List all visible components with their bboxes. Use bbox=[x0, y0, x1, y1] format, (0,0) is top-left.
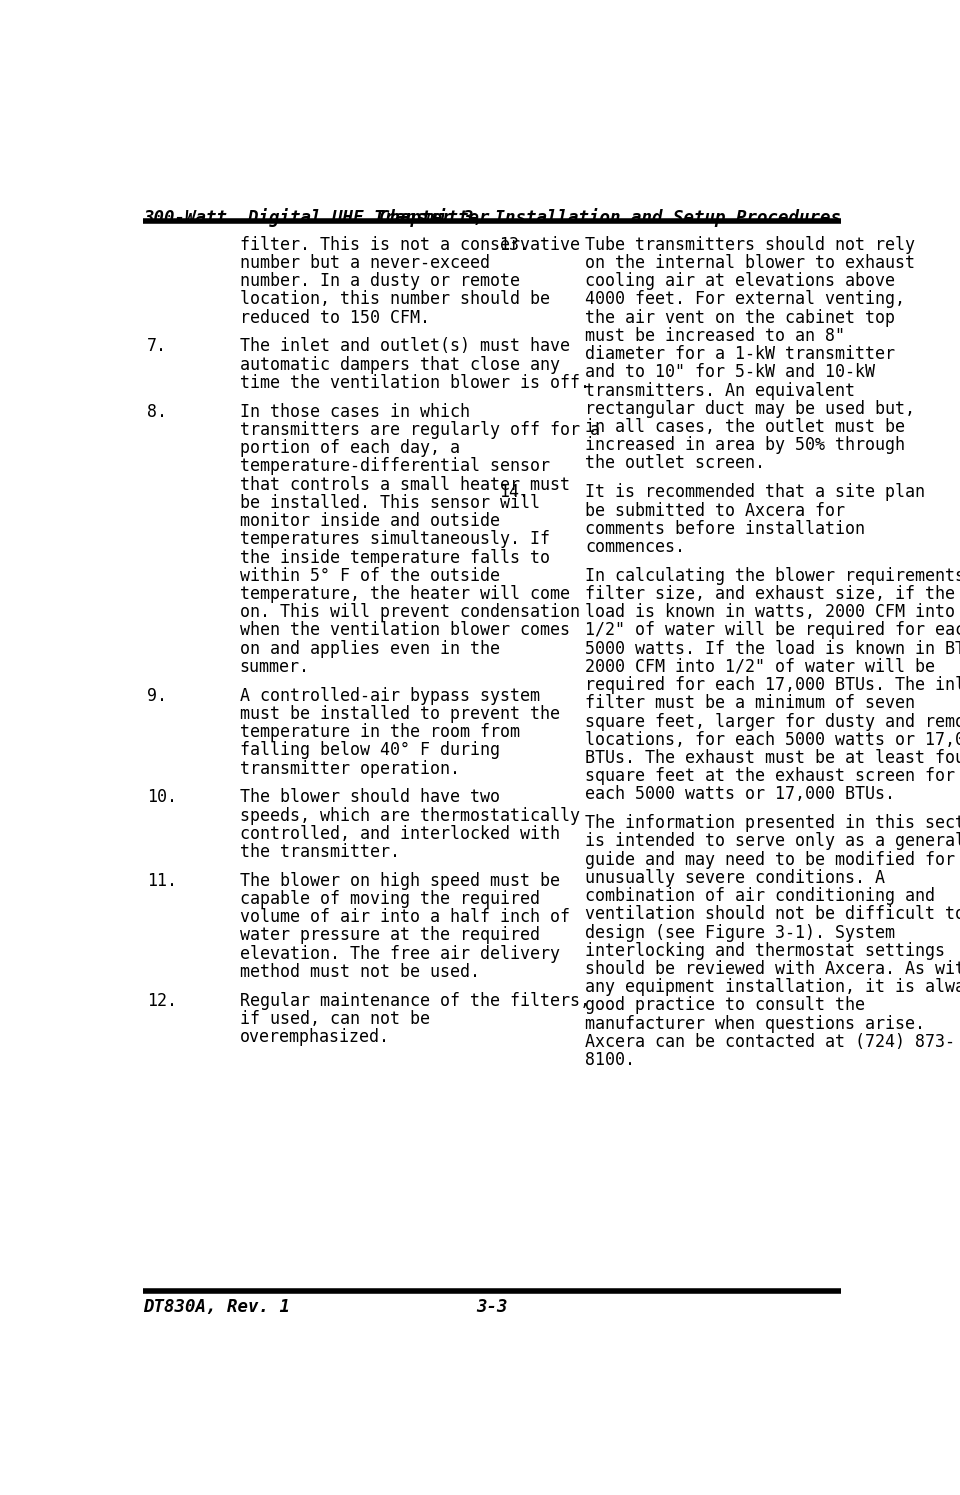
Text: on. This will prevent condensation: on. This will prevent condensation bbox=[240, 602, 580, 622]
Text: volume of air into a half inch of: volume of air into a half inch of bbox=[240, 909, 570, 927]
Text: controlled, and interlocked with: controlled, and interlocked with bbox=[240, 825, 560, 843]
Text: A controlled-air bypass system: A controlled-air bypass system bbox=[240, 686, 540, 704]
Text: filter size, and exhaust size, if the total: filter size, and exhaust size, if the to… bbox=[585, 585, 960, 602]
Text: 8.: 8. bbox=[147, 402, 167, 420]
Text: required for each 17,000 BTUs. The inlet: required for each 17,000 BTUs. The inlet bbox=[585, 676, 960, 694]
Text: DT830A, Rev. 1: DT830A, Rev. 1 bbox=[143, 1298, 290, 1316]
Text: summer.: summer. bbox=[240, 658, 310, 676]
Text: 4000 feet. For external venting,: 4000 feet. For external venting, bbox=[585, 290, 905, 308]
Text: good practice to consult the: good practice to consult the bbox=[585, 997, 865, 1015]
Text: capable of moving the required: capable of moving the required bbox=[240, 890, 540, 907]
Text: if used, can not be: if used, can not be bbox=[240, 1011, 430, 1029]
Text: transmitters. An equivalent: transmitters. An equivalent bbox=[585, 381, 855, 399]
Text: number. In a dusty or remote: number. In a dusty or remote bbox=[240, 272, 519, 290]
Text: 7.: 7. bbox=[147, 338, 167, 356]
Text: commences.: commences. bbox=[585, 538, 685, 556]
Text: and to 10" for 5-kW and 10-kW: and to 10" for 5-kW and 10-kW bbox=[585, 363, 875, 381]
Text: 3-3: 3-3 bbox=[476, 1298, 508, 1316]
Text: water pressure at the required: water pressure at the required bbox=[240, 927, 540, 945]
Text: portion of each day, a: portion of each day, a bbox=[240, 440, 460, 457]
Text: on the internal blower to exhaust: on the internal blower to exhaust bbox=[585, 254, 915, 272]
Text: is intended to serve only as a general: is intended to serve only as a general bbox=[585, 833, 960, 851]
Text: The information presented in this section: The information presented in this sectio… bbox=[585, 815, 960, 833]
Text: manufacturer when questions arise.: manufacturer when questions arise. bbox=[585, 1015, 925, 1033]
Text: monitor inside and outside: monitor inside and outside bbox=[240, 513, 500, 531]
Text: square feet, larger for dusty and remote: square feet, larger for dusty and remote bbox=[585, 713, 960, 731]
Text: ventilation should not be difficult to: ventilation should not be difficult to bbox=[585, 906, 960, 924]
Text: reduced to 150 CFM.: reduced to 150 CFM. bbox=[240, 308, 430, 327]
Text: guide and may need to be modified for: guide and may need to be modified for bbox=[585, 851, 955, 869]
Text: be submitted to Axcera for: be submitted to Axcera for bbox=[585, 501, 845, 519]
Text: number but a never-exceed: number but a never-exceed bbox=[240, 254, 490, 272]
Text: increased in area by 50% through: increased in area by 50% through bbox=[585, 437, 905, 454]
Text: 9.: 9. bbox=[147, 686, 167, 704]
Text: 1/2" of water will be required for each: 1/2" of water will be required for each bbox=[585, 622, 960, 640]
Text: cooling air at elevations above: cooling air at elevations above bbox=[585, 272, 895, 290]
Text: the transmitter.: the transmitter. bbox=[240, 843, 399, 861]
Text: rectangular duct may be used but,: rectangular duct may be used but, bbox=[585, 399, 915, 417]
Text: locations, for each 5000 watts or 17,000: locations, for each 5000 watts or 17,000 bbox=[585, 731, 960, 749]
Text: each 5000 watts or 17,000 BTUs.: each 5000 watts or 17,000 BTUs. bbox=[585, 785, 895, 803]
Text: Axcera can be contacted at (724) 873-: Axcera can be contacted at (724) 873- bbox=[585, 1033, 955, 1051]
Text: must be increased to an 8": must be increased to an 8" bbox=[585, 327, 845, 345]
Text: the inside temperature falls to: the inside temperature falls to bbox=[240, 549, 550, 567]
Text: transmitter operation.: transmitter operation. bbox=[240, 759, 460, 777]
Text: must be installed to prevent the: must be installed to prevent the bbox=[240, 704, 560, 724]
Text: The blower on high speed must be: The blower on high speed must be bbox=[240, 872, 560, 890]
Text: automatic dampers that close any: automatic dampers that close any bbox=[240, 356, 560, 374]
Text: on and applies even in the: on and applies even in the bbox=[240, 640, 500, 658]
Text: diameter for a 1-kW transmitter: diameter for a 1-kW transmitter bbox=[585, 345, 895, 363]
Text: filter must be a minimum of seven: filter must be a minimum of seven bbox=[585, 694, 915, 712]
Text: comments before installation: comments before installation bbox=[585, 520, 865, 538]
Text: be installed. This sensor will: be installed. This sensor will bbox=[240, 493, 540, 511]
Text: within 5° F of the outside: within 5° F of the outside bbox=[240, 567, 500, 585]
Text: The blower should have two: The blower should have two bbox=[240, 788, 500, 806]
Text: any equipment installation, it is always: any equipment installation, it is always bbox=[585, 978, 960, 996]
Text: that controls a small heater must: that controls a small heater must bbox=[240, 475, 570, 493]
Text: 14.: 14. bbox=[499, 483, 530, 501]
Text: when the ventilation blower comes: when the ventilation blower comes bbox=[240, 622, 570, 640]
Text: speeds, which are thermostatically: speeds, which are thermostatically bbox=[240, 807, 580, 825]
Text: filter. This is not a conservative: filter. This is not a conservative bbox=[240, 236, 580, 254]
Text: Tube transmitters should not rely: Tube transmitters should not rely bbox=[585, 236, 915, 254]
Text: temperatures simultaneously. If: temperatures simultaneously. If bbox=[240, 531, 550, 549]
Text: load is known in watts, 2000 CFM into: load is known in watts, 2000 CFM into bbox=[585, 602, 955, 622]
Text: Regular maintenance of the filters,: Regular maintenance of the filters, bbox=[240, 991, 589, 1009]
Text: Chapter 3, Installation and Setup Procedures: Chapter 3, Installation and Setup Proced… bbox=[379, 208, 841, 227]
Text: 12.: 12. bbox=[147, 991, 177, 1009]
Text: 8100.: 8100. bbox=[585, 1051, 635, 1069]
Text: time the ventilation blower is off.: time the ventilation blower is off. bbox=[240, 374, 589, 392]
Text: 11.: 11. bbox=[147, 872, 177, 890]
Text: unusually severe conditions. A: unusually severe conditions. A bbox=[585, 869, 885, 887]
Text: interlocking and thermostat settings: interlocking and thermostat settings bbox=[585, 942, 945, 960]
Text: 300-Watt  Digital UHF Transmitter: 300-Watt Digital UHF Transmitter bbox=[143, 208, 490, 227]
Text: 5000 watts. If the load is known in BTUs,: 5000 watts. If the load is known in BTUs… bbox=[585, 640, 960, 658]
Text: design (see Figure 3-1). System: design (see Figure 3-1). System bbox=[585, 924, 895, 942]
Text: the outlet screen.: the outlet screen. bbox=[585, 454, 765, 472]
Text: transmitters are regularly off for a: transmitters are regularly off for a bbox=[240, 422, 600, 440]
Text: temperature-differential sensor: temperature-differential sensor bbox=[240, 457, 550, 475]
Text: should be reviewed with Axcera. As with: should be reviewed with Axcera. As with bbox=[585, 960, 960, 978]
Text: In calculating the blower requirements,: In calculating the blower requirements, bbox=[585, 567, 960, 585]
Text: method must not be used.: method must not be used. bbox=[240, 963, 480, 981]
Text: BTUs. The exhaust must be at least four: BTUs. The exhaust must be at least four bbox=[585, 749, 960, 767]
Text: 13.: 13. bbox=[499, 236, 530, 254]
Text: location, this number should be: location, this number should be bbox=[240, 290, 550, 308]
Text: elevation. The free air delivery: elevation. The free air delivery bbox=[240, 945, 560, 963]
Text: square feet at the exhaust screen for: square feet at the exhaust screen for bbox=[585, 767, 955, 785]
Text: It is recommended that a site plan: It is recommended that a site plan bbox=[585, 483, 925, 501]
Text: temperature, the heater will come: temperature, the heater will come bbox=[240, 585, 570, 602]
Text: falling below 40° F during: falling below 40° F during bbox=[240, 742, 500, 759]
Text: 10.: 10. bbox=[147, 788, 177, 806]
Text: In those cases in which: In those cases in which bbox=[240, 402, 469, 420]
Text: 2000 CFM into 1/2" of water will be: 2000 CFM into 1/2" of water will be bbox=[585, 658, 935, 676]
Text: The inlet and outlet(s) must have: The inlet and outlet(s) must have bbox=[240, 338, 570, 356]
Text: temperature in the room from: temperature in the room from bbox=[240, 724, 519, 742]
Text: the air vent on the cabinet top: the air vent on the cabinet top bbox=[585, 308, 895, 327]
Text: overemphasized.: overemphasized. bbox=[240, 1029, 390, 1046]
Text: in all cases, the outlet must be: in all cases, the outlet must be bbox=[585, 419, 905, 437]
Text: combination of air conditioning and: combination of air conditioning and bbox=[585, 887, 935, 904]
